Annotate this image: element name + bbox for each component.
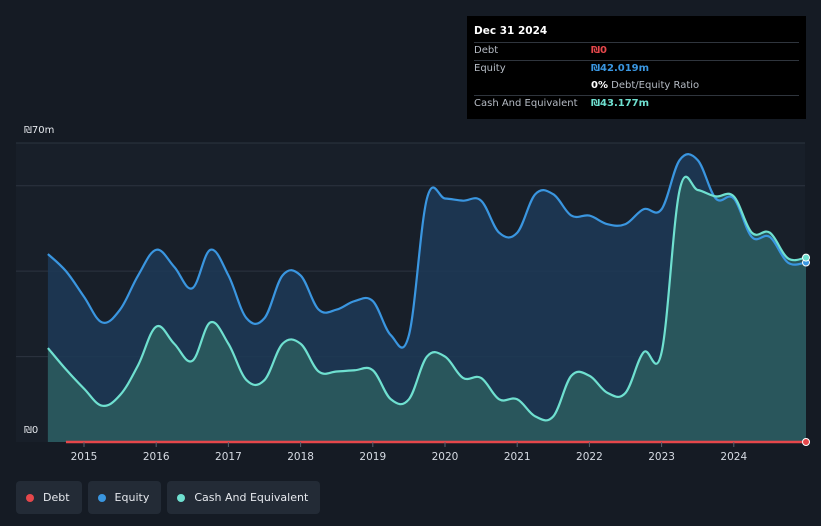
x-tick-label: 2020 [432,451,459,463]
tooltip: Dec 31 2024 Debt ₪0 Equity ₪42.019m 0% D… [467,16,806,119]
tooltip-ratio-spacer [474,78,591,95]
legend: Debt Equity Cash And Equivalent [16,481,321,514]
tooltip-debt-label: Debt [474,45,499,56]
cash-dot-icon [177,493,186,502]
debt-end-marker [802,438,810,446]
x-tick-label: 2017 [215,451,242,463]
equity-line [47,153,807,349]
legend-item-cash[interactable]: Cash And Equivalent [167,481,321,514]
tooltip-ratio-value: 0% [591,80,608,91]
tooltip-cash-label: Cash And Equivalent [474,98,578,109]
legend-debt-label: Debt [43,491,70,504]
tooltip-ratio-row: 0% Debt/Equity Ratio [474,78,799,95]
x-tick-label: 2016 [143,451,170,463]
tooltip-cash-row: Cash And Equivalent ₪43.177m [474,95,799,113]
tooltip-equity-label: Equity [474,63,506,74]
tooltip-debt-value: ₪0 [591,45,608,56]
x-tick-label: 2024 [720,451,747,463]
tooltip-date: Dec 31 2024 [474,25,548,37]
cash-area [47,176,806,442]
x-tick-label: 2019 [359,451,386,463]
x-tick-label: 2022 [576,451,603,463]
debt-dot-icon [26,493,34,502]
legend-cash-label: Cash And Equivalent [194,491,309,504]
tooltip-equity-row: Equity ₪42.019m [474,60,799,78]
cash-end-marker [802,253,810,262]
equity-dot-icon [97,493,106,502]
x-tick-label: 2021 [504,451,531,463]
x-tick-label: 2018 [287,451,314,463]
tooltip-ratio-label: Debt/Equity Ratio [611,80,700,91]
y-axis-top-label: ₪70m [24,125,55,136]
legend-equity-label: Equity [114,491,150,504]
x-tick-label: 2015 [71,451,98,463]
tooltip-equity-value: ₪42.019m [591,63,650,74]
tooltip-cash-value: ₪43.177m [591,98,650,109]
legend-item-equity[interactable]: Equity [87,481,162,514]
x-tick-label: 2023 [648,451,675,463]
tooltip-debt-row: Debt ₪0 [474,42,799,60]
y-axis-bottom-label: ₪0 [24,425,39,436]
legend-item-debt[interactable]: Debt [16,481,82,514]
cash-line [47,175,807,422]
